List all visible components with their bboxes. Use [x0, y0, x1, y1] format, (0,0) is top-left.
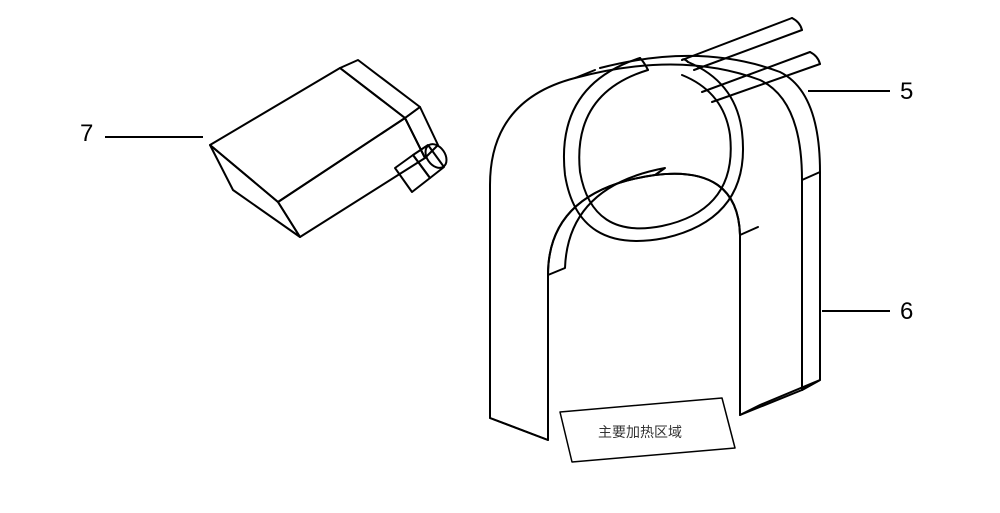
leader-line-camera	[105, 136, 203, 138]
leader-line-yoke	[822, 310, 890, 312]
leader-line-coil	[808, 90, 890, 92]
heating-zone-label: 主要加热区域	[598, 422, 682, 442]
label-yoke: 6	[900, 298, 913, 326]
technical-drawing-svg	[0, 0, 1000, 513]
label-coil: 5	[900, 78, 913, 106]
coil	[564, 18, 820, 241]
label-camera: 7	[80, 120, 93, 148]
yoke-body	[490, 56, 820, 440]
camera-body	[210, 60, 451, 237]
diagram-container: 7 5 6 主要加热区域	[0, 0, 1000, 513]
